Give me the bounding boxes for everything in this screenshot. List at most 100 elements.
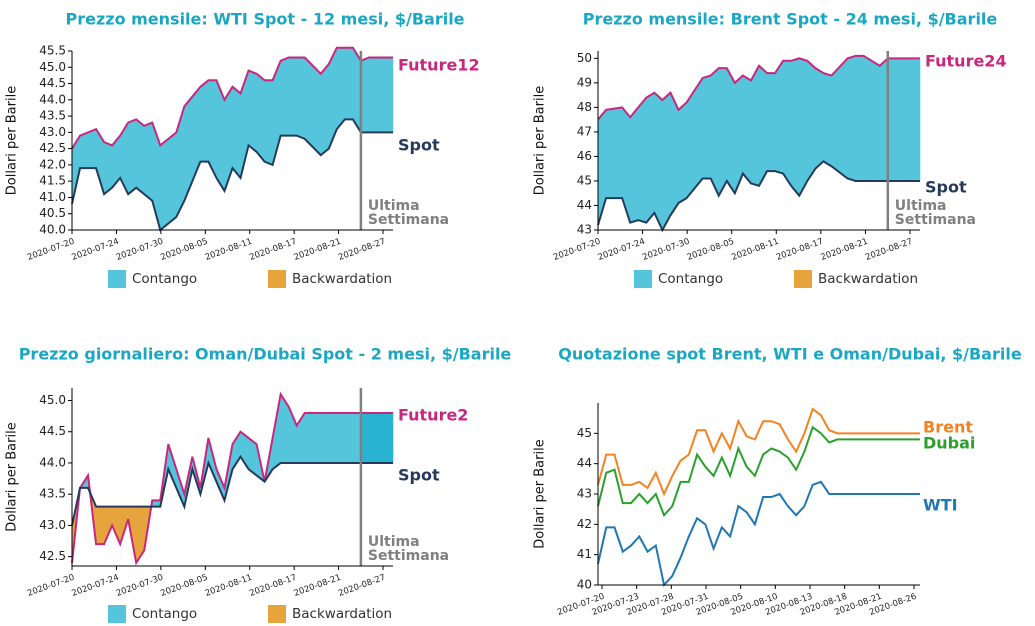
y-tick-label: 44.0 <box>39 92 66 106</box>
legend-label-backwardation: Backwardation <box>818 271 918 287</box>
series-label-future: Future12 <box>398 56 480 75</box>
spread-area-segment <box>344 47 354 120</box>
spread-area-segment <box>384 412 394 464</box>
legend-swatch-contango <box>108 270 126 288</box>
x-tick-label: 2020-08-11 <box>204 237 254 263</box>
spread-area-segment <box>127 118 137 195</box>
spread-area-segment <box>855 55 864 182</box>
y-tick-label: 43 <box>577 223 592 237</box>
x-tick-label: 2020-07-24 <box>597 237 647 263</box>
x-tick-label: 2020-08-11 <box>204 573 254 599</box>
y-tick-label: 44.5 <box>39 76 66 90</box>
x-tick-label: 2020-08-17 <box>775 237 825 263</box>
y-tick-label: 45 <box>577 173 592 187</box>
y-tick-label: 40.0 <box>39 223 66 237</box>
legend-swatch-contango <box>108 605 126 623</box>
spread-area-segment <box>232 86 241 179</box>
x-tick-label: 2020-08-05 <box>159 237 209 263</box>
y-tick-label: 41.0 <box>39 190 66 204</box>
spread-area-segment <box>798 57 808 196</box>
spread-area-segment <box>871 60 881 182</box>
legend: Contango Backwardation <box>108 270 392 288</box>
x-tick-label: 2020-08-11 <box>730 237 780 263</box>
last-week-label: Ultima <box>368 198 420 214</box>
y-tick-label: 43.5 <box>39 487 66 501</box>
spread-area-segment <box>224 85 233 192</box>
x-tick-label: 2020-07-24 <box>71 237 121 263</box>
series-label-future: Future24 <box>925 52 1007 71</box>
spread-area-segment <box>256 73 265 163</box>
spread-area-segment <box>662 92 671 231</box>
series-line-spot <box>71 118 393 232</box>
series-line-wti <box>597 480 920 588</box>
x-tick-label: 2020-07-30 <box>115 573 165 599</box>
series-line-future24 <box>597 54 920 121</box>
chart-brent: Prezzo mensile: Brent Spot - 24 mesi, $/… <box>533 10 1007 288</box>
y-tick-label: 40 <box>577 578 592 592</box>
x-tick-label: 2020-08-21 <box>293 237 343 263</box>
spread-area-segment <box>320 63 330 156</box>
series-line-dubai <box>597 425 920 518</box>
x-tick-label: 2020-08-21 <box>293 573 343 599</box>
chart-title: Quotazione spot Brent, WTI e Oman/Dubai,… <box>558 345 1022 364</box>
spread-area-segment <box>911 58 921 182</box>
series-line-spot <box>597 160 920 233</box>
y-tick-label: 44 <box>577 456 592 470</box>
spread-area-segment <box>895 58 905 182</box>
series-line-spot <box>71 454 393 526</box>
chart-wti: Prezzo mensile: WTI Spot - 12 mesi, $/Ba… <box>5 10 480 288</box>
spread-area-segment <box>103 141 113 195</box>
y-tick-label: 42.5 <box>39 549 66 563</box>
series-label-dubai: Dubai <box>923 434 975 453</box>
spread-area-segment <box>790 57 800 197</box>
series-label-spot: Spot <box>925 178 967 197</box>
series-line-future12 <box>71 46 393 150</box>
spread-area-segment <box>863 55 873 182</box>
spread-area-segment <box>750 65 760 187</box>
x-tick-label: 2020-07-20 <box>26 573 76 599</box>
spread-area-segment <box>312 412 322 464</box>
legend: Contango Backwardation <box>634 270 918 288</box>
spread-area-segment <box>344 412 354 464</box>
y-axis-label: Dollari per Barile <box>5 422 20 531</box>
spread-area-segment <box>95 506 105 545</box>
chart-title: Prezzo mensile: Brent Spot - 24 mesi, $/… <box>583 10 998 29</box>
last-week-label: Settimana <box>368 212 449 228</box>
last-week-label: Settimana <box>895 212 976 228</box>
series-line-brent <box>597 407 920 497</box>
x-tick-label: 2020-08-17 <box>248 237 298 263</box>
spread-area-segment <box>176 106 185 218</box>
spread-area-segment <box>718 67 728 196</box>
spread-area-segment <box>328 412 338 464</box>
x-tick-label: 2020-07-30 <box>115 237 165 263</box>
legend: Contango Backwardation <box>108 605 392 623</box>
spread-area-segment <box>597 109 607 226</box>
spread-area-segment <box>782 60 792 187</box>
series-line-future2 <box>71 391 393 566</box>
chart-oman: Prezzo giornaliero: Oman/Dubai Spot - 2 … <box>5 345 511 623</box>
legend-label-backwardation: Backwardation <box>292 606 392 622</box>
y-tick-label: 50 <box>577 51 592 65</box>
spread-area-segment <box>135 506 145 564</box>
series-label-spot: Spot <box>398 136 440 155</box>
spread-area-segment <box>320 412 330 464</box>
y-tick-label: 48 <box>577 100 592 114</box>
spread-area-segment <box>670 92 679 217</box>
spread-area-segment <box>368 412 378 464</box>
spread-area-segment <box>376 57 386 133</box>
x-tick-label: 2020-07-20 <box>26 237 76 263</box>
legend-swatch-backwardation <box>794 270 812 288</box>
legend-label-contango: Contango <box>132 271 197 287</box>
spread-area-segment <box>200 79 209 162</box>
y-tick-label: 41 <box>577 547 592 561</box>
x-tick-label: 2020-08-27 <box>864 237 914 263</box>
spread-area-segment <box>645 92 655 224</box>
y-tick-label: 45.5 <box>39 44 66 58</box>
y-tick-label: 41.5 <box>39 174 66 188</box>
spread-area-segment <box>280 57 289 136</box>
series-label-spot: Spot <box>398 466 440 485</box>
legend-swatch-contango <box>634 270 652 288</box>
spread-area-segment <box>678 101 687 204</box>
legend-label-contango: Contango <box>132 606 197 622</box>
